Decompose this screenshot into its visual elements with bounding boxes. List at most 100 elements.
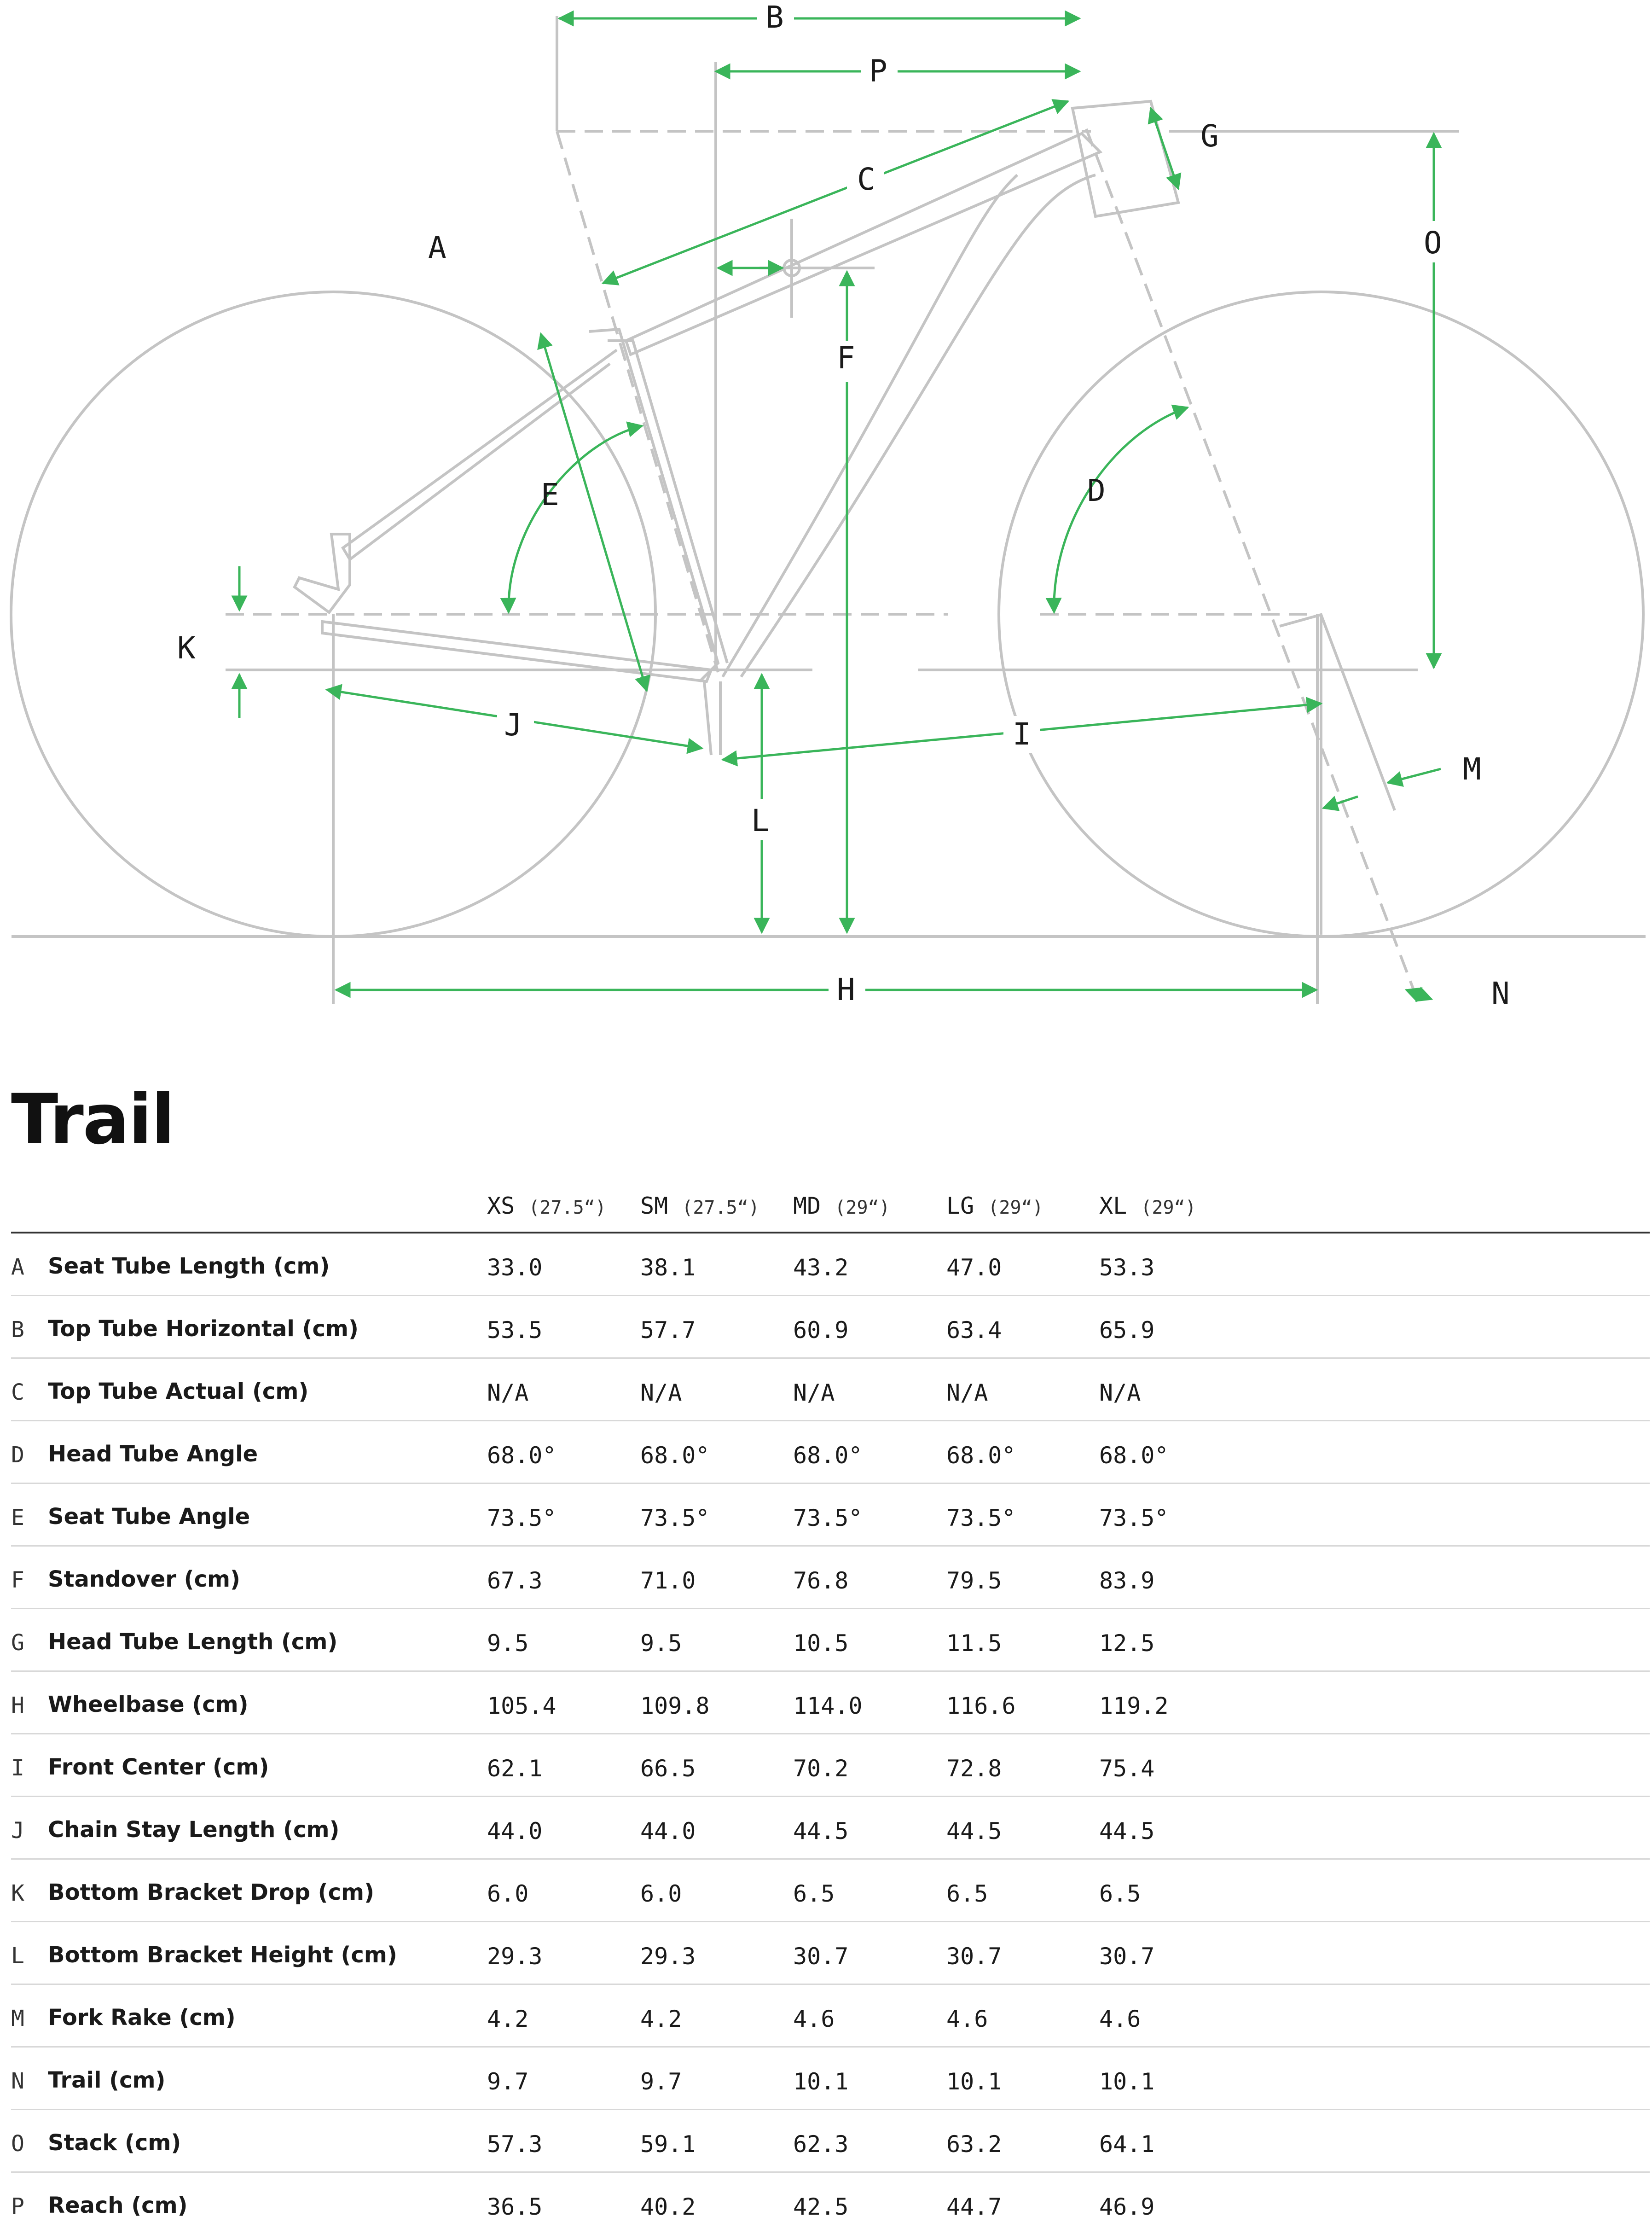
diagram-label-b: B [765,0,784,35]
row-value: 12.5 [1099,1630,1155,1657]
dim-g [1148,106,1182,191]
row-value: N/A [793,1379,835,1406]
row-letter: J [11,1818,24,1844]
row-letter: E [11,1505,24,1530]
row-letter: B [11,1317,24,1343]
row-value: 44.0 [640,1818,696,1844]
row-value: 68.0° [793,1442,863,1469]
row-value: 44.0 [487,1818,543,1844]
row-value: 6.0 [487,1880,529,1907]
row-value: 10.1 [1099,2068,1155,2095]
row-value: N/A [487,1379,529,1406]
row-label: Fork Rake (cm) [48,2005,236,2030]
row-value: 73.5° [640,1505,710,1531]
row-value: 116.6 [946,1693,1016,1719]
row-value: 4.6 [793,2006,835,2032]
table-row: C Top Tube Actual (cm) N/A N/A N/A N/A N/A [11,1357,1650,1420]
row-value: 114.0 [793,1693,863,1719]
row-value: 29.3 [640,1943,696,1970]
row-value: 62.1 [487,1755,543,1782]
row-value: 66.5 [640,1755,696,1782]
table-row: J Chain Stay Length (cm) 44.0 44.0 44.5 44.5 4… [11,1796,1650,1858]
diagram-label-p: P [869,53,887,89]
diagram-label-e: E [541,477,559,512]
diagram-label-k: K [177,630,196,666]
row-value: 9.7 [487,2068,529,2095]
row-value: 10.1 [793,2068,849,2095]
row-value: N/A [1099,1379,1141,1406]
row-value: 59.1 [640,2131,696,2158]
table-row: K Bottom Bracket Drop (cm) 6.0 6.0 6.5 6.5 6.5 [11,1858,1650,1921]
table-header-row: XS (27.5“) SM (27.5“) MD (29“) LG (29“) … [11,1186,1650,1232]
row-value: 63.2 [946,2131,1002,2158]
row-value: 44.5 [946,1818,1002,1844]
diagram-label-l: L [751,803,770,838]
dim-e [500,421,644,614]
table-row: L Bottom Bracket Height (cm) 29.3 29.3 30.7 3… [11,1921,1650,1984]
diagram-label-f: F [837,340,855,376]
table-row: E Seat Tube Angle 73.5° 73.5° 73.5° 73.5° 73.5… [11,1483,1650,1545]
table-row: H Wheelbase (cm) 105.4 109.8 114.0 116.6 119.2 [11,1670,1650,1733]
row-value: 76.8 [793,1567,849,1594]
row-value: 53.5 [487,1317,543,1344]
diagram-label-g: G [1200,118,1219,154]
table-row: B Top Tube Horizontal (cm) 53.5 57.7 60.9 63.… [11,1295,1650,1357]
row-value: 53.3 [1099,1254,1155,1281]
row-label: Standover (cm) [48,1566,240,1592]
row-value: N/A [946,1379,988,1406]
row-value: 38.1 [640,1254,696,1281]
row-value: 30.7 [1099,1943,1155,1970]
dim-m-axle [1322,795,1358,811]
row-value: 9.5 [487,1630,529,1657]
row-letter: P [11,2193,24,2219]
row-value: 42.5 [793,2193,849,2220]
geometry-table: XS (27.5“) SM (27.5“) MD (29“) LG (29“) … [11,1186,1650,2234]
dim-c [601,99,1070,285]
row-label: Trail (cm) [48,2067,166,2093]
row-value: 11.5 [946,1630,1002,1657]
table-row: A Seat Tube Length (cm) 33.0 38.1 43.2 47.0 53… [11,1232,1650,1295]
row-letter: H [11,1693,24,1718]
row-value: 73.5° [1099,1505,1169,1531]
row-letter: M [11,2006,24,2031]
row-value: 119.2 [1099,1693,1169,1719]
diagram-label-a: A [428,230,446,265]
row-value: 44.5 [1099,1818,1155,1844]
dim-n [1404,986,1433,1003]
row-value: 70.2 [793,1755,849,1782]
size-header: SM (27.5“) [640,1193,759,1219]
row-value: 73.5° [793,1505,863,1531]
row-value: 4.2 [640,2006,682,2032]
row-value: 57.3 [487,2131,543,2158]
row-value: 4.2 [487,2006,529,2032]
diagram-label-n: N [1491,976,1510,1011]
steering-axis [1085,128,1417,995]
row-value: 79.5 [946,1567,1002,1594]
row-value: 30.7 [793,1943,849,1970]
size-header: LG (29“) [946,1193,1043,1219]
row-letter: I [11,1755,24,1781]
row-value: 30.7 [946,1943,1002,1970]
row-value: 29.3 [487,1943,543,1970]
table-row: P Reach (cm) 36.5 40.2 42.5 44.7 46.9 [11,2171,1650,2234]
row-letter: G [11,1630,24,1656]
row-value: 75.4 [1099,1755,1155,1782]
row-letter: D [11,1442,24,1468]
row-value: 4.6 [946,2006,988,2032]
row-letter: N [11,2068,24,2094]
row-value: 44.5 [793,1818,849,1844]
size-header: XL (29“) [1099,1193,1196,1219]
size-header: MD (29“) [793,1193,890,1219]
row-value: 105.4 [487,1693,556,1719]
row-value: 40.2 [640,2193,696,2220]
row-value: 65.9 [1099,1317,1155,1344]
row-value: 68.0° [487,1442,556,1469]
diagram-label-h: H [837,972,855,1007]
row-value: 72.8 [946,1755,1002,1782]
row-value: 109.8 [640,1693,710,1719]
row-value: 36.5 [487,2193,543,2220]
front-wheel [997,291,1645,938]
table-row: O Stack (cm) 57.3 59.1 62.3 63.2 64.1 [11,2109,1650,2171]
row-value: 63.4 [946,1317,1002,1344]
row-letter: C [11,1379,24,1405]
